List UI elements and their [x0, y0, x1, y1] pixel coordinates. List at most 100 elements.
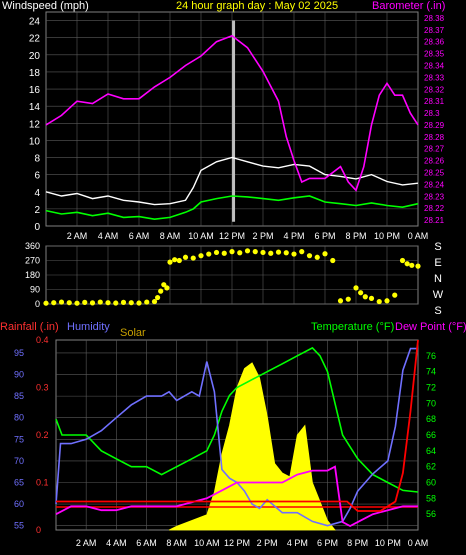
baro-tick-label: 28.23	[424, 192, 445, 201]
compass-label: E	[434, 257, 441, 269]
direction-point	[164, 285, 170, 291]
baro-tick-label: 28.34	[424, 62, 445, 71]
x-tick-label: 2 AM	[67, 231, 88, 241]
x-tick-label: 8 AM	[160, 231, 181, 241]
x-tick-label: 0 AM	[408, 231, 429, 241]
rain-tick-label: 0.4	[36, 335, 49, 345]
x-tick-label: 10 AM	[194, 538, 220, 548]
rain-tick-label: 0.2	[36, 430, 49, 440]
temp-tick-label: 74	[426, 367, 436, 377]
direction-point	[237, 250, 243, 256]
solar-area	[168, 362, 336, 531]
direction-tick-label: 360	[25, 241, 40, 251]
direction-tick-label: 0	[35, 299, 40, 309]
direction-point	[66, 300, 72, 306]
x-tick-label: 10 PM	[375, 538, 401, 548]
direction-point	[399, 257, 406, 264]
direction-point	[105, 300, 111, 306]
temp-tick-label: 58	[426, 493, 436, 503]
x-tick-label: 4 AM	[98, 231, 119, 241]
direction-point	[136, 300, 142, 306]
baro-tick-label: 28.37	[424, 26, 445, 35]
x-tick-label: 10 AM	[188, 231, 214, 241]
x-tick-label: 8 AM	[166, 538, 187, 548]
x-tick-label: 6 AM	[136, 538, 157, 548]
wind-tick-label: 16	[29, 85, 41, 96]
humidity-tick-label: 55	[14, 521, 24, 531]
dewpoint-label: Dew Point (°F)	[395, 321, 466, 333]
x-tick-label: 6 PM	[314, 231, 335, 241]
wind-tick-label: 8	[34, 154, 40, 165]
direction-point	[89, 300, 96, 306]
direction-point	[409, 262, 415, 268]
direction-point	[206, 251, 212, 257]
direction-point	[43, 300, 49, 306]
x-tick-label: 12 PM	[224, 538, 250, 548]
direction-point	[167, 259, 173, 265]
rain-tick-label: 0.3	[36, 383, 49, 393]
wind-tick-label: 4	[34, 188, 40, 199]
compass-label: N	[434, 273, 442, 285]
compass-label: S	[434, 241, 441, 253]
direction-point	[244, 248, 251, 254]
direction-tick-label: 90	[30, 285, 40, 295]
direction-point	[337, 298, 344, 304]
temperature-label: Temperature (°F)	[311, 321, 394, 333]
direction-point	[306, 253, 313, 259]
windspeed-title: Windspeed (mph)	[2, 0, 89, 12]
humidity-tick-label: 65	[14, 478, 24, 488]
dewpoint-line	[55, 465, 418, 528]
temp-tick-label: 70	[426, 398, 436, 408]
direction-point	[155, 294, 161, 301]
direction-point	[345, 296, 351, 302]
wind-tick-label: 14	[29, 102, 41, 113]
direction-point	[190, 255, 196, 261]
x-tick-label: 2 PM	[257, 538, 278, 548]
direction-point	[330, 257, 336, 264]
temp-tick-label: 66	[426, 430, 436, 440]
rain-tick-label: 0	[36, 525, 41, 535]
baro-tick-label: 28.35	[424, 50, 445, 59]
baro-tick-label: 28.24	[424, 180, 445, 189]
direction-point	[268, 250, 274, 256]
x-tick-label: 6 AM	[129, 231, 150, 241]
humidity-tick-label: 60	[14, 499, 24, 509]
x-tick-label: 10 PM	[374, 231, 400, 241]
direction-point	[358, 290, 364, 296]
baro-tick-label: 28.21	[424, 216, 445, 225]
x-tick-label: 4 AM	[106, 538, 127, 548]
direction-point	[376, 298, 382, 305]
baro-tick-label: 28.32	[424, 85, 445, 94]
wind-tick-label: 24	[29, 17, 41, 28]
direction-point	[213, 249, 220, 256]
direction-point	[128, 300, 134, 306]
direction-point	[221, 250, 227, 256]
direction-point	[51, 300, 57, 306]
rain-tick-label: 0.1	[36, 478, 49, 488]
direction-point	[82, 299, 88, 305]
direction-point	[58, 299, 65, 305]
temp-tick-label: 68	[426, 414, 436, 424]
direction-point	[198, 253, 204, 259]
wind-tick-label: 6	[34, 171, 40, 182]
temp-tick-label: 72	[426, 383, 436, 393]
temp-tick-label: 76	[426, 351, 436, 361]
barometer-line	[45, 34, 419, 192]
baro-tick-label: 28.3	[424, 109, 440, 118]
direction-point	[229, 249, 235, 255]
wind-avg-line	[45, 195, 419, 221]
direction-point	[415, 263, 421, 269]
baro-tick-label: 28.31	[424, 97, 445, 106]
humidity-tick-label: 75	[14, 434, 24, 444]
direction-point	[260, 249, 266, 256]
baro-tick-label: 28.38	[424, 14, 445, 23]
wind-tick-label: 18	[29, 68, 41, 79]
direction-point	[384, 298, 390, 304]
graph-date-title: 24 hour graph day : May 02 2025	[176, 0, 338, 12]
x-tick-label: 4 PM	[283, 231, 304, 241]
baro-tick-label: 28.22	[424, 204, 445, 213]
direction-point	[299, 249, 305, 255]
wind-tick-label: 0	[34, 222, 40, 233]
x-tick-label: 8 PM	[347, 538, 368, 548]
